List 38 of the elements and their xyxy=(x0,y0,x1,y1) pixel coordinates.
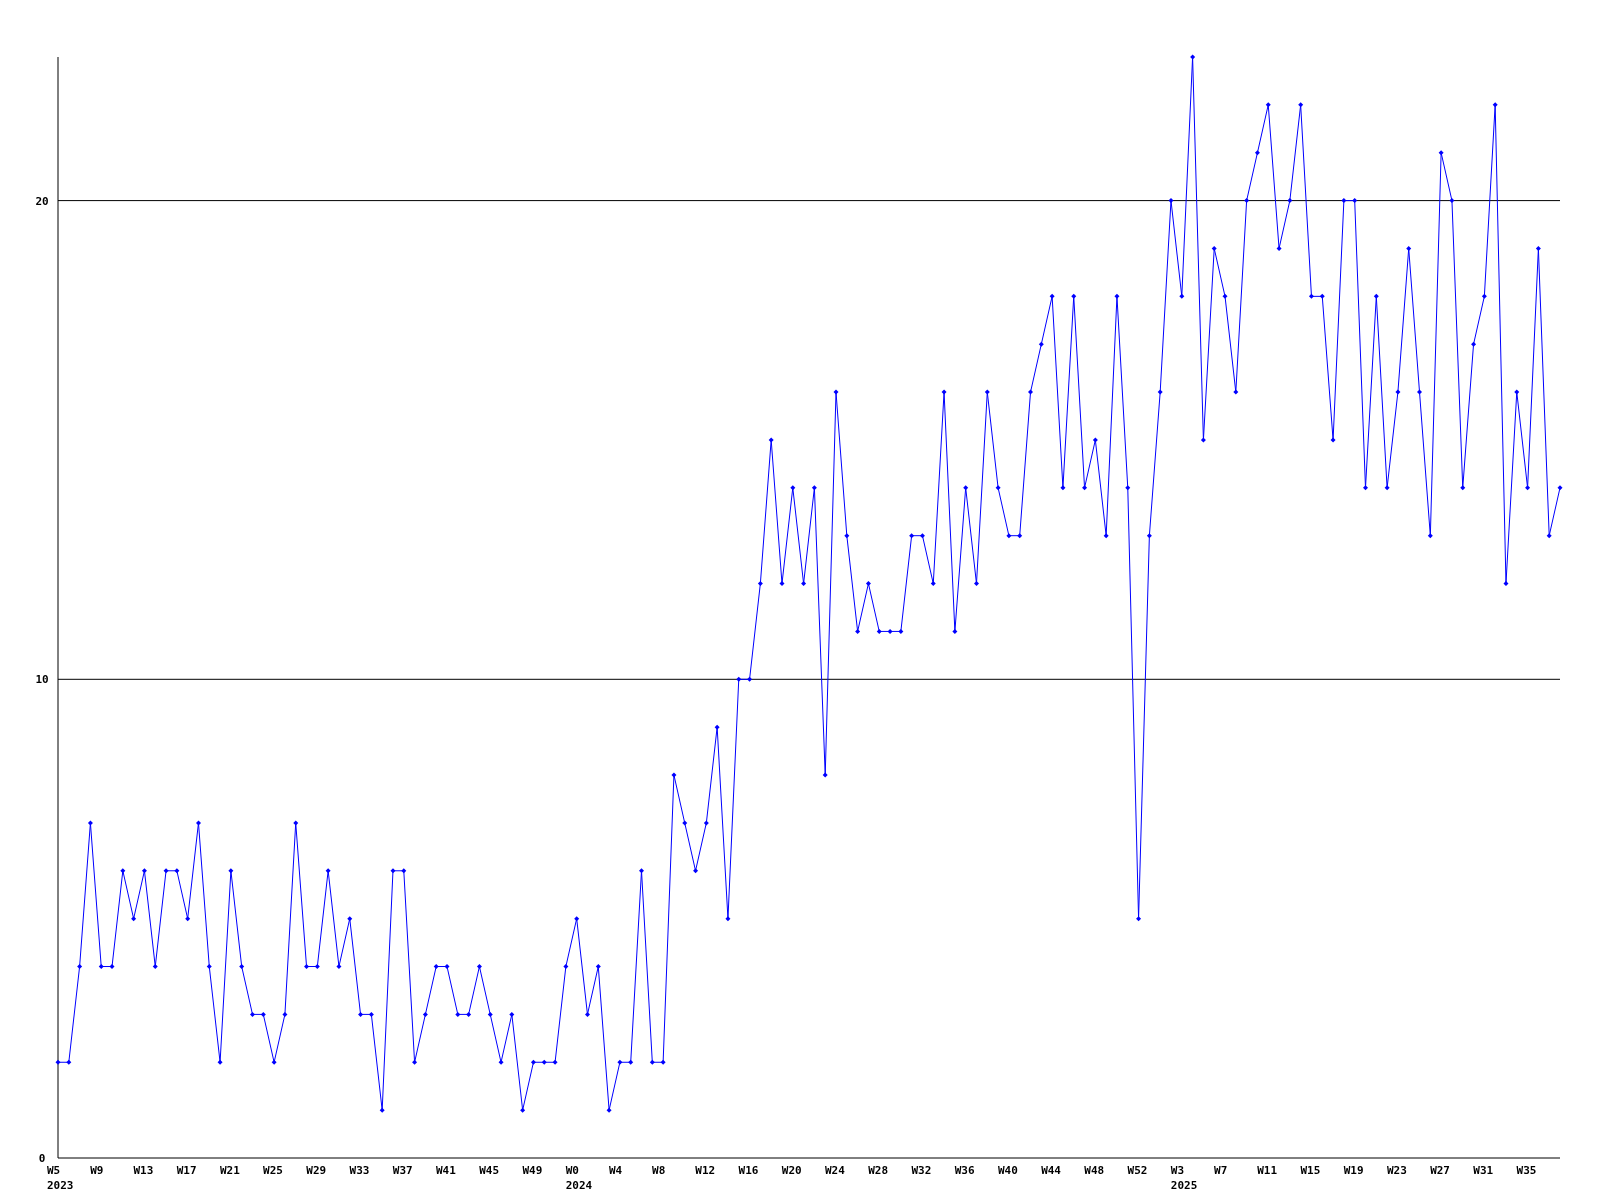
x-tick-label: W7 xyxy=(1214,1164,1228,1177)
x-tick-label: W45 xyxy=(479,1164,500,1177)
x-tick-label: W25 xyxy=(263,1164,283,1177)
x-tick-label: W31 xyxy=(1473,1164,1494,1177)
x-tick-label: W5 2023 xyxy=(47,1164,74,1192)
x-tick-label: W37 xyxy=(392,1164,413,1177)
x-tick-label: W52 xyxy=(1127,1164,1148,1177)
x-tick-label: W19 xyxy=(1343,1164,1364,1177)
x-tick-label: W15 xyxy=(1300,1164,1321,1177)
x-tick-label: W21 xyxy=(219,1164,241,1177)
x-tick-label: W16 xyxy=(738,1164,759,1177)
x-tick-label: W32 xyxy=(911,1164,932,1177)
x-tick-label: W29 xyxy=(306,1164,327,1177)
x-tick-label: W36 xyxy=(954,1164,975,1177)
x-tick-label: W12 xyxy=(695,1164,716,1177)
x-tick-label: W20 xyxy=(781,1164,802,1177)
x-tick-label: W17 xyxy=(176,1164,197,1177)
x-tick-label: W9 xyxy=(90,1164,104,1177)
x-tick-label: W41 xyxy=(436,1164,457,1177)
x-tick-label: W0 2024 xyxy=(565,1164,593,1192)
x-tick-label: W23 xyxy=(1386,1164,1407,1177)
y-tick-label: 20 xyxy=(35,194,49,208)
x-tick-label: W11 xyxy=(1257,1164,1278,1177)
x-tick-label: W49 xyxy=(522,1164,543,1177)
x-tick-label: W44 xyxy=(1041,1164,1062,1177)
x-tick-label: W3 2025 xyxy=(1170,1164,1198,1192)
x-tick-label: W35 xyxy=(1516,1164,1537,1177)
x-tick-label: W33 xyxy=(349,1164,370,1177)
x-tick-label: W4 xyxy=(608,1164,623,1177)
x-tick-label: W28 xyxy=(868,1164,889,1177)
x-tick-label: W24 xyxy=(825,1164,846,1177)
y-tick-label: 10 xyxy=(35,673,49,687)
y-tick-label: 0 xyxy=(38,1152,46,1165)
x-tick-label: W8 xyxy=(652,1164,666,1177)
x-tick-label: W27 xyxy=(1430,1164,1451,1177)
x-tick-label: W13 xyxy=(133,1164,154,1177)
x-tick-label: W40 xyxy=(997,1164,1018,1177)
x-tick-label: W48 xyxy=(1084,1164,1105,1177)
